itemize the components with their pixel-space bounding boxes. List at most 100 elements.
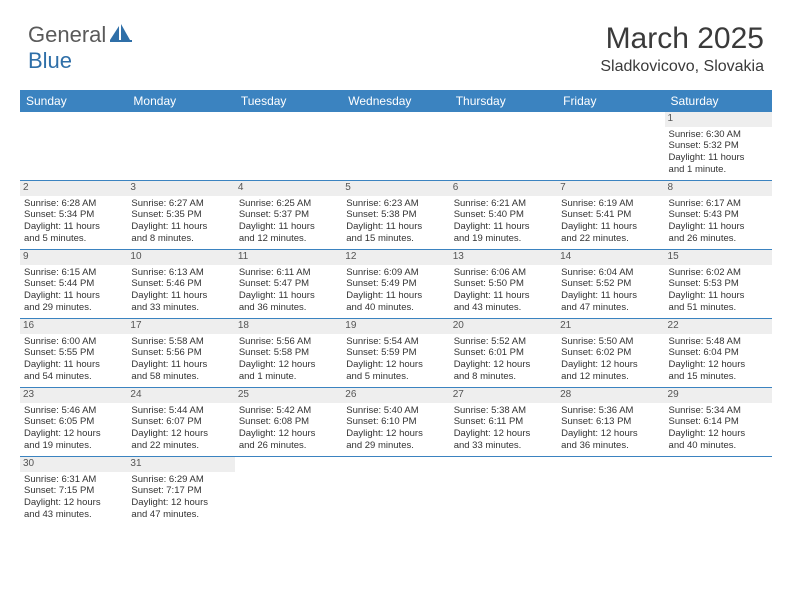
calendar-cell: 2Sunrise: 6:28 AMSunset: 5:34 PMDaylight… [20, 181, 127, 250]
day-number: 19 [342, 319, 449, 334]
day-number: 26 [342, 388, 449, 403]
calendar-cell [342, 112, 449, 181]
sunrise-text: Sunrise: 6:09 AM [346, 267, 445, 279]
sunset-text: Sunset: 5:32 PM [669, 140, 768, 152]
daylight-text: Daylight: 11 hours [561, 221, 660, 233]
daylight-text: and 8 minutes. [131, 233, 230, 245]
logo-text-blue: Blue [28, 48, 72, 74]
daylight-text: and 40 minutes. [346, 302, 445, 314]
daylight-text: and 22 minutes. [561, 233, 660, 245]
daylight-text: Daylight: 11 hours [669, 290, 768, 302]
sunset-text: Sunset: 6:08 PM [239, 416, 338, 428]
daylight-text: and 58 minutes. [131, 371, 230, 383]
daylight-text: and 19 minutes. [454, 233, 553, 245]
day-header: Saturday [665, 90, 772, 112]
sunrise-text: Sunrise: 6:00 AM [24, 336, 123, 348]
calendar-cell: 25Sunrise: 5:42 AMSunset: 6:08 PMDayligh… [235, 388, 342, 457]
calendar-row: 9Sunrise: 6:15 AMSunset: 5:44 PMDaylight… [20, 250, 772, 319]
sunrise-text: Sunrise: 6:04 AM [561, 267, 660, 279]
daylight-text: Daylight: 12 hours [454, 428, 553, 440]
sunset-text: Sunset: 5:47 PM [239, 278, 338, 290]
daylight-text: and 15 minutes. [346, 233, 445, 245]
day-number: 31 [127, 457, 234, 472]
day-number: 17 [127, 319, 234, 334]
sunrise-text: Sunrise: 5:46 AM [24, 405, 123, 417]
sunrise-text: Sunrise: 6:21 AM [454, 198, 553, 210]
daylight-text: Daylight: 11 hours [24, 290, 123, 302]
header: General March 2025 Sladkovicovo, Slovaki… [0, 0, 792, 84]
day-header: Sunday [20, 90, 127, 112]
daylight-text: and 5 minutes. [24, 233, 123, 245]
sunset-text: Sunset: 5:52 PM [561, 278, 660, 290]
daylight-text: Daylight: 12 hours [669, 359, 768, 371]
sunset-text: Sunset: 5:53 PM [669, 278, 768, 290]
day-number: 23 [20, 388, 127, 403]
daylight-text: and 47 minutes. [561, 302, 660, 314]
calendar-table: Sunday Monday Tuesday Wednesday Thursday… [20, 90, 772, 525]
day-number: 20 [450, 319, 557, 334]
sunrise-text: Sunrise: 5:36 AM [561, 405, 660, 417]
calendar-cell: 29Sunrise: 5:34 AMSunset: 6:14 PMDayligh… [665, 388, 772, 457]
daylight-text: Daylight: 11 hours [131, 221, 230, 233]
sunset-text: Sunset: 5:40 PM [454, 209, 553, 221]
daylight-text: Daylight: 12 hours [24, 497, 123, 509]
daylight-text: and 5 minutes. [346, 371, 445, 383]
day-number: 24 [127, 388, 234, 403]
sunset-text: Sunset: 5:55 PM [24, 347, 123, 359]
logo: General [28, 22, 134, 48]
sunset-text: Sunset: 5:49 PM [346, 278, 445, 290]
calendar-cell [127, 112, 234, 181]
sunrise-text: Sunrise: 5:42 AM [239, 405, 338, 417]
sunset-text: Sunset: 5:34 PM [24, 209, 123, 221]
calendar-cell: 11Sunrise: 6:11 AMSunset: 5:47 PMDayligh… [235, 250, 342, 319]
sunset-text: Sunset: 5:38 PM [346, 209, 445, 221]
calendar-cell: 23Sunrise: 5:46 AMSunset: 6:05 PMDayligh… [20, 388, 127, 457]
day-number: 9 [20, 250, 127, 265]
day-number: 29 [665, 388, 772, 403]
day-number: 14 [557, 250, 664, 265]
calendar-cell: 9Sunrise: 6:15 AMSunset: 5:44 PMDaylight… [20, 250, 127, 319]
calendar-cell: 15Sunrise: 6:02 AMSunset: 5:53 PMDayligh… [665, 250, 772, 319]
day-number: 28 [557, 388, 664, 403]
sunrise-text: Sunrise: 5:48 AM [669, 336, 768, 348]
sunrise-text: Sunrise: 6:27 AM [131, 198, 230, 210]
sunrise-text: Sunrise: 5:58 AM [131, 336, 230, 348]
daylight-text: Daylight: 12 hours [239, 428, 338, 440]
daylight-text: and 26 minutes. [239, 440, 338, 452]
sunrise-text: Sunrise: 5:56 AM [239, 336, 338, 348]
calendar-row: 1Sunrise: 6:30 AMSunset: 5:32 PMDaylight… [20, 112, 772, 181]
calendar-cell [20, 112, 127, 181]
sunset-text: Sunset: 6:07 PM [131, 416, 230, 428]
daylight-text: and 33 minutes. [454, 440, 553, 452]
daylight-text: and 40 minutes. [669, 440, 768, 452]
calendar-cell: 28Sunrise: 5:36 AMSunset: 6:13 PMDayligh… [557, 388, 664, 457]
sunrise-text: Sunrise: 6:15 AM [24, 267, 123, 279]
daylight-text: Daylight: 12 hours [561, 359, 660, 371]
daylight-text: and 1 minute. [239, 371, 338, 383]
sunset-text: Sunset: 6:10 PM [346, 416, 445, 428]
sunrise-text: Sunrise: 6:17 AM [669, 198, 768, 210]
daylight-text: and 19 minutes. [24, 440, 123, 452]
sunset-text: Sunset: 5:43 PM [669, 209, 768, 221]
day-number: 21 [557, 319, 664, 334]
daylight-text: Daylight: 12 hours [131, 497, 230, 509]
sunrise-text: Sunrise: 6:23 AM [346, 198, 445, 210]
daylight-text: and 26 minutes. [669, 233, 768, 245]
daylight-text: and 29 minutes. [346, 440, 445, 452]
calendar-cell [557, 112, 664, 181]
daylight-text: Daylight: 11 hours [239, 290, 338, 302]
day-number: 18 [235, 319, 342, 334]
sunset-text: Sunset: 7:17 PM [131, 485, 230, 497]
calendar-cell: 30Sunrise: 6:31 AMSunset: 7:15 PMDayligh… [20, 457, 127, 526]
daylight-text: and 8 minutes. [454, 371, 553, 383]
calendar-cell: 24Sunrise: 5:44 AMSunset: 6:07 PMDayligh… [127, 388, 234, 457]
calendar-cell [450, 457, 557, 526]
sunrise-text: Sunrise: 6:11 AM [239, 267, 338, 279]
sunrise-text: Sunrise: 5:52 AM [454, 336, 553, 348]
sunrise-text: Sunrise: 5:44 AM [131, 405, 230, 417]
sail-icon [110, 24, 132, 47]
sunset-text: Sunset: 7:15 PM [24, 485, 123, 497]
calendar-cell: 3Sunrise: 6:27 AMSunset: 5:35 PMDaylight… [127, 181, 234, 250]
daylight-text: Daylight: 11 hours [24, 221, 123, 233]
calendar-cell: 12Sunrise: 6:09 AMSunset: 5:49 PMDayligh… [342, 250, 449, 319]
